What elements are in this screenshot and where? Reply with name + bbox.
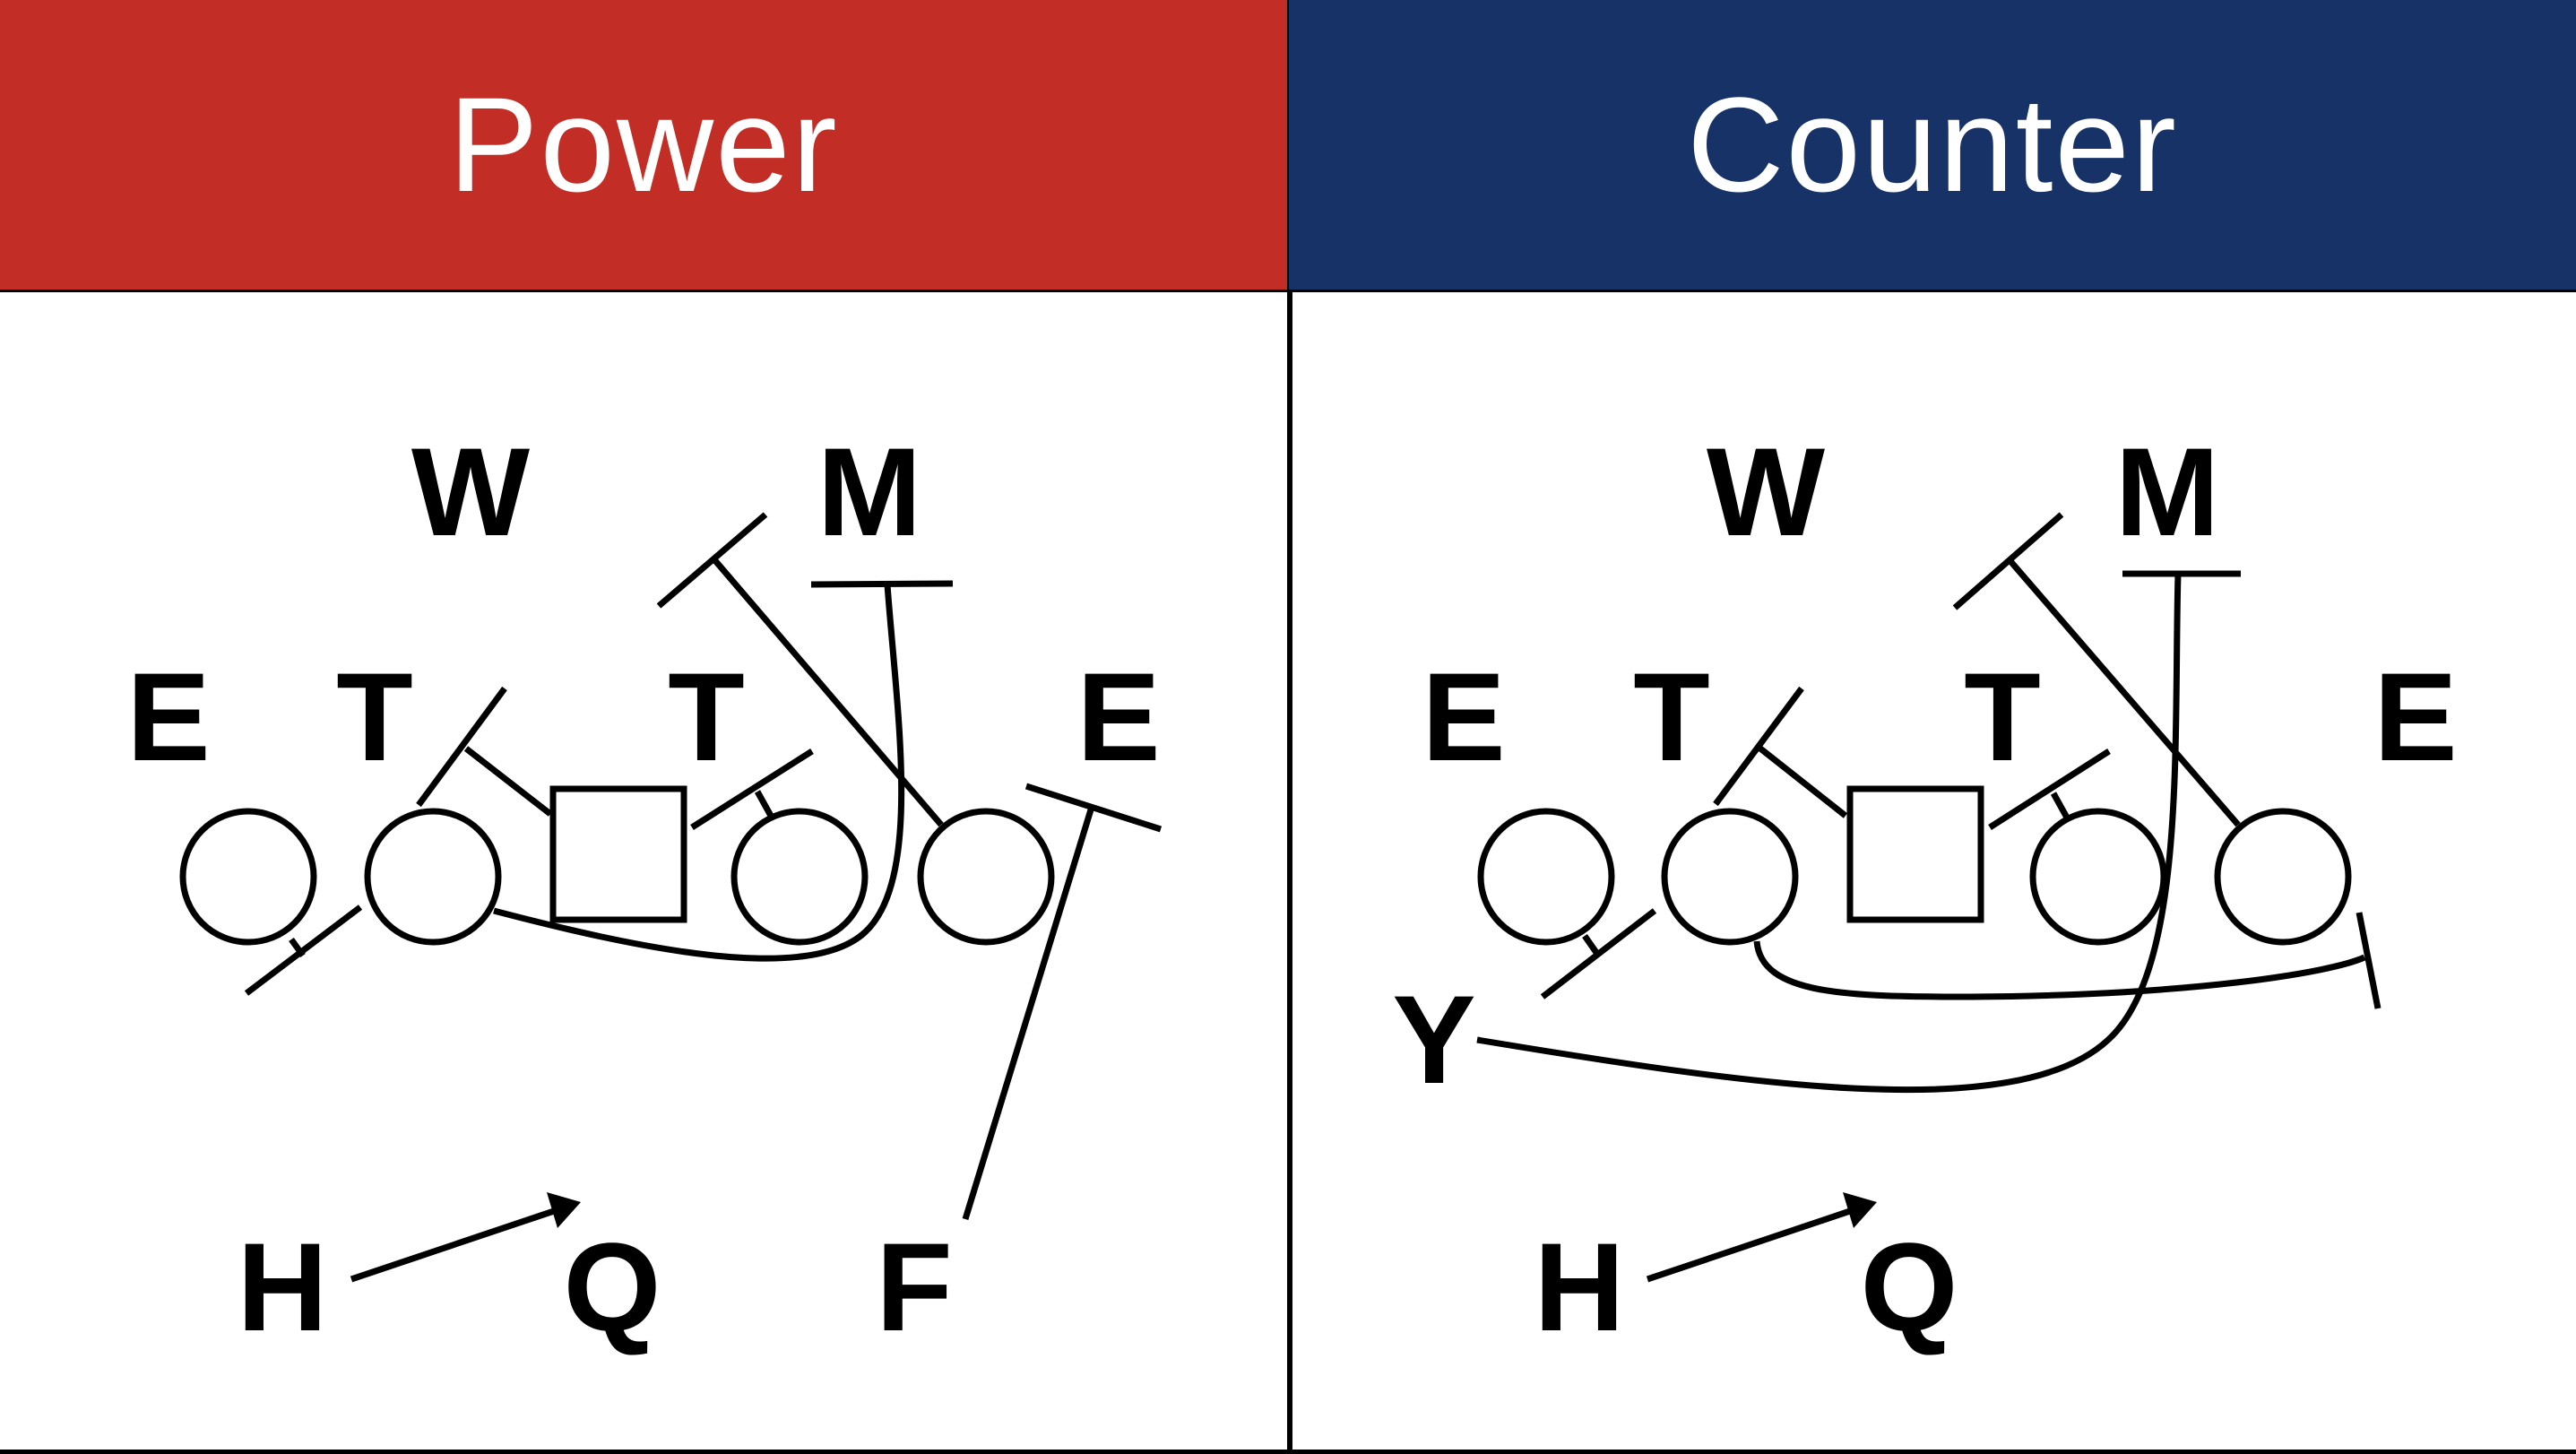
counter-header: Counter bbox=[1289, 0, 2576, 292]
right-tackle-circle bbox=[917, 808, 1055, 946]
right-end-kickout-target bbox=[2356, 912, 2382, 1009]
halfback-label: H bbox=[237, 1216, 327, 1357]
handoff-arrow-head bbox=[547, 1192, 581, 1228]
right-guard-block bbox=[1988, 749, 2111, 830]
counter-play-diagram: W M E T T E Y H Q bbox=[1392, 421, 2457, 1357]
quarterback-label: Q bbox=[564, 1216, 661, 1357]
center-square bbox=[549, 785, 687, 923]
w-linebacker-label: W bbox=[1707, 421, 1825, 562]
power-title: Power bbox=[448, 69, 839, 220]
panel-divider bbox=[1287, 0, 1292, 1454]
right-guard-block bbox=[690, 749, 814, 830]
left-tackle-block bbox=[244, 904, 363, 996]
left-tackle-block bbox=[1540, 908, 1657, 1000]
right-end-label: E bbox=[1076, 646, 1160, 787]
m-linebacker-label: M bbox=[817, 421, 922, 562]
left-tackle-label: T bbox=[1633, 646, 1710, 787]
right-tackle-circle bbox=[2214, 808, 2352, 946]
counter-title: Counter bbox=[1687, 69, 2178, 220]
bottom-border bbox=[0, 1450, 2576, 1454]
power-panel: Power W M E T T E H Q F bbox=[0, 0, 1287, 1454]
right-tackle-label: T bbox=[668, 646, 745, 787]
pulling-guard-path bbox=[1753, 940, 2366, 1000]
fullback-kickout-block bbox=[962, 783, 1163, 1221]
left-tackle-label: T bbox=[336, 646, 413, 787]
handoff-arrow-line bbox=[1646, 1207, 1852, 1283]
w-linebacker-label: W bbox=[411, 421, 530, 562]
left-guard-block bbox=[1713, 686, 1848, 818]
pulling-tackle-path bbox=[1476, 573, 2182, 1094]
left-tackle-circle bbox=[1477, 808, 1615, 946]
left-end-label: E bbox=[126, 646, 210, 787]
fullback-label: F bbox=[876, 1216, 953, 1357]
halfback-label: H bbox=[1534, 1216, 1624, 1357]
left-guard-circle bbox=[364, 808, 502, 946]
quarterback-label: Q bbox=[1861, 1216, 1958, 1357]
right-guard-circle bbox=[2029, 808, 2167, 946]
handoff-arrow-head bbox=[1843, 1192, 1877, 1228]
right-guard-circle bbox=[730, 808, 869, 946]
right-tackle-label: T bbox=[1964, 646, 2041, 787]
pulling-guard-path bbox=[493, 584, 905, 962]
left-guard-circle bbox=[1661, 808, 1799, 946]
y-end-label: Y bbox=[1392, 969, 1475, 1110]
power-header: Power bbox=[0, 0, 1287, 292]
handoff-arrow-line bbox=[350, 1207, 556, 1283]
left-tackle-circle bbox=[179, 808, 317, 946]
left-guard-block bbox=[416, 686, 553, 817]
counter-panel: Counter W M E T T E Y H Q bbox=[1289, 0, 2576, 1454]
center-square bbox=[1846, 785, 1984, 923]
right-tackle-block bbox=[1952, 512, 2241, 827]
m-linebacker-label: M bbox=[2115, 421, 2220, 562]
power-play-diagram: W M E T T E H Q F bbox=[126, 421, 1163, 1357]
right-end-label: E bbox=[2373, 646, 2457, 787]
left-end-label: E bbox=[1422, 646, 1505, 787]
